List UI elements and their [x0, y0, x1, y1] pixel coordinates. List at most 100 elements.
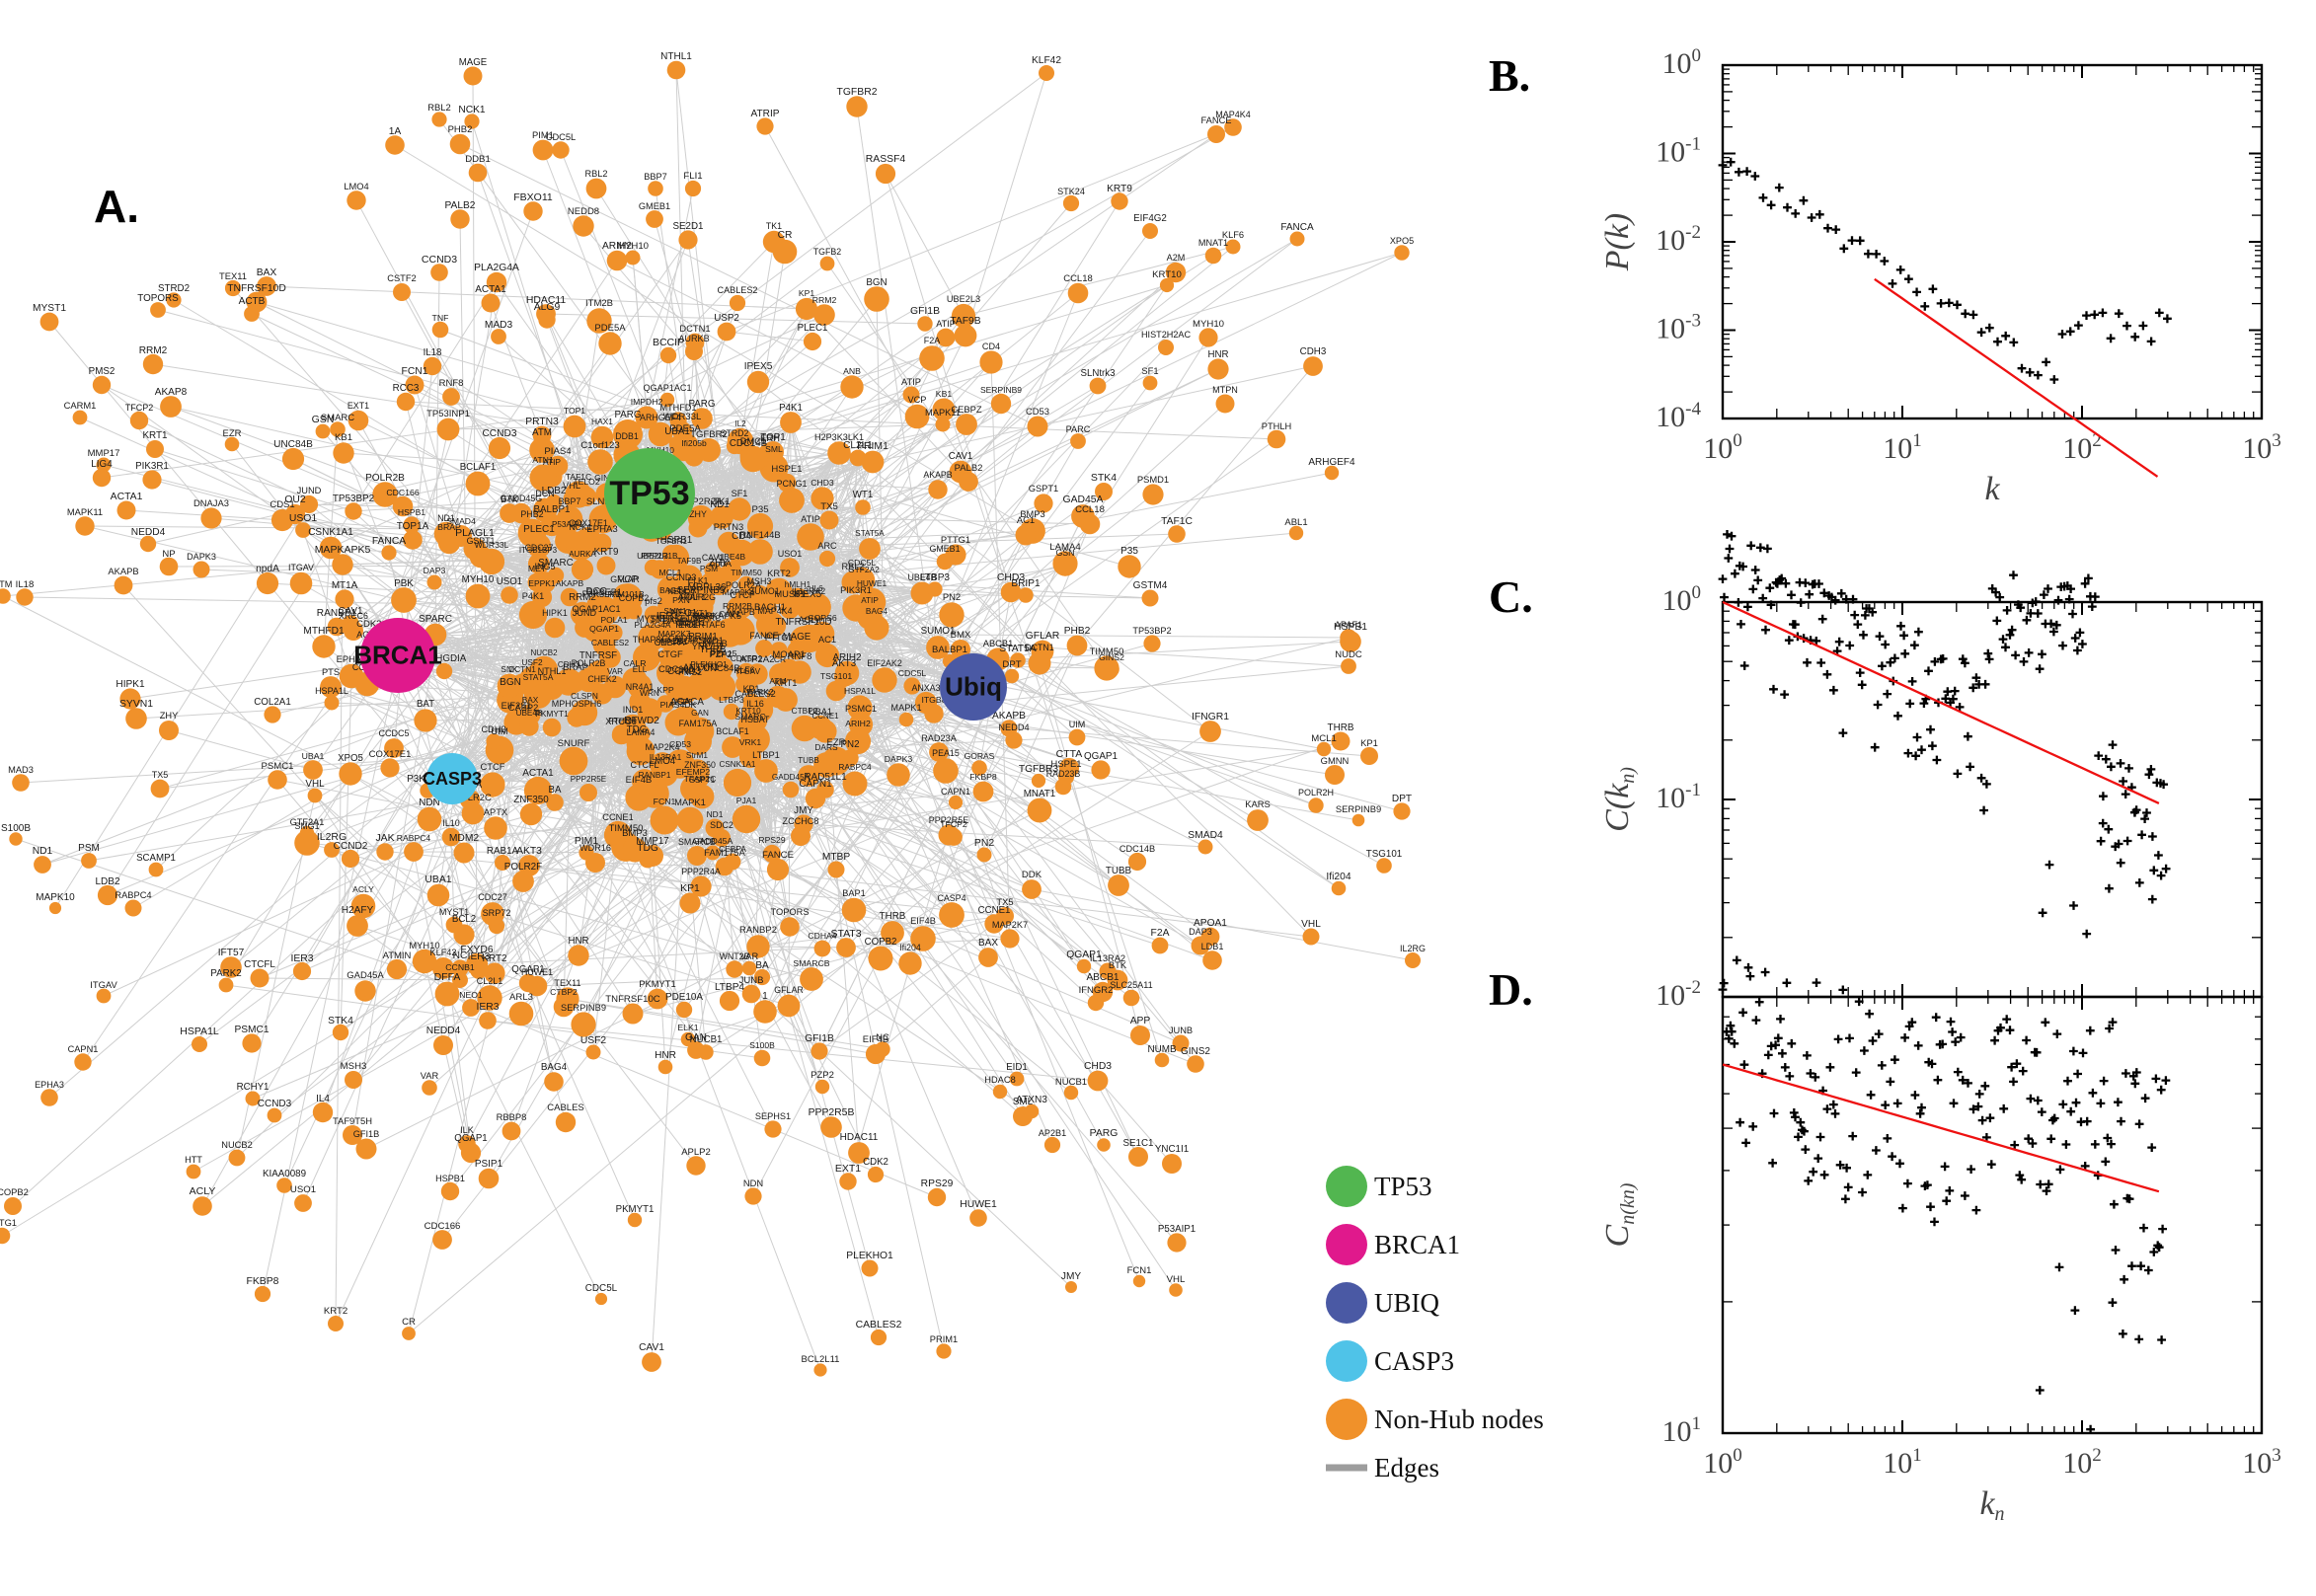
- svg-text:ARC: ARC: [817, 541, 837, 551]
- svg-text:CABLES2: CABLES2: [591, 638, 630, 647]
- svg-text:MAD3: MAD3: [8, 765, 34, 775]
- svg-text:TP53: TP53: [1374, 1172, 1432, 1201]
- svg-text:BCLAF1: BCLAF1: [460, 462, 497, 473]
- svg-text:TIMM50: TIMM50: [1090, 646, 1124, 657]
- svg-text:BAT: BAT: [417, 699, 434, 710]
- svg-text:CL2L1: CL2L1: [477, 976, 503, 986]
- svg-text:SERPINB9: SERPINB9: [561, 1003, 606, 1013]
- svg-text:BA: BA: [755, 960, 769, 971]
- svg-text:MPHOSPH6: MPHOSPH6: [552, 699, 602, 709]
- svg-text:ATIP: ATIP: [801, 514, 820, 524]
- svg-text:VCP: VCP: [908, 395, 927, 405]
- svg-text:TEX11: TEX11: [219, 270, 247, 281]
- svg-text:DDB1: DDB1: [615, 431, 639, 441]
- svg-text:SEPHS1: SEPHS1: [755, 1111, 791, 1121]
- svg-text:SYVN1: SYVN1: [119, 699, 153, 710]
- svg-text:PPP2R5E: PPP2R5E: [571, 775, 607, 784]
- svg-text:WRN: WRN: [640, 688, 659, 698]
- svg-text:USF2: USF2: [580, 1035, 607, 1046]
- svg-text:SML: SML: [1013, 1097, 1034, 1107]
- svg-text:ND1: ND1: [707, 809, 724, 819]
- svg-text:GAN: GAN: [691, 709, 709, 718]
- svg-text:NUDC: NUDC: [1335, 649, 1362, 660]
- svg-text:ANB: ANB: [843, 366, 861, 376]
- svg-text:BAP1: BAP1: [842, 888, 866, 898]
- svg-text:BRCA1: BRCA1: [1374, 1230, 1460, 1259]
- svg-text:POLR2B: POLR2B: [365, 473, 405, 484]
- svg-text:IL2: IL2: [734, 419, 746, 428]
- svg-text:C1orf123: C1orf123: [580, 440, 619, 451]
- svg-text:MYST1: MYST1: [439, 907, 469, 917]
- svg-text:GSPT1: GSPT1: [467, 536, 496, 546]
- svg-text:PN2: PN2: [974, 838, 994, 849]
- svg-text:PRIM1: PRIM1: [857, 441, 888, 452]
- svg-text:RAD23A: RAD23A: [921, 733, 958, 743]
- svg-text:UBA1: UBA1: [664, 426, 690, 437]
- svg-text:VHL: VHL: [1301, 919, 1321, 930]
- svg-text:PSMC1: PSMC1: [234, 1025, 269, 1035]
- svg-text:PKMYT1: PKMYT1: [639, 978, 676, 989]
- svg-text:PARK2: PARK2: [210, 968, 241, 979]
- svg-text:CDC14B: CDC14B: [1119, 844, 1155, 854]
- svg-text:TSG101: TSG101: [1366, 849, 1403, 860]
- svg-text:DDK: DDK: [1022, 870, 1042, 880]
- svg-text:S100B: S100B: [749, 1040, 775, 1050]
- svg-text:VAR: VAR: [740, 951, 759, 961]
- svg-text:USO1: USO1: [497, 576, 522, 587]
- svg-text:EZR: EZR: [827, 737, 846, 748]
- svg-text:DPT: DPT: [1392, 794, 1412, 804]
- svg-text:CCL18: CCL18: [1063, 273, 1093, 284]
- svg-text:GFI1B: GFI1B: [805, 1033, 834, 1044]
- svg-text:PDE5A: PDE5A: [594, 323, 626, 334]
- svg-text:TAF9T5H: TAF9T5H: [333, 1115, 372, 1126]
- svg-text:GSTM4: GSTM4: [1133, 580, 1168, 591]
- svg-text:BRIP1: BRIP1: [1011, 578, 1041, 589]
- svg-text:MT1A: MT1A: [332, 580, 358, 591]
- svg-text:F2A: F2A: [1151, 928, 1170, 939]
- svg-text:HSPB1: HSPB1: [1334, 622, 1367, 633]
- svg-text:YNC1I1: YNC1I1: [1155, 1144, 1189, 1155]
- svg-text:STK4: STK4: [1091, 472, 1117, 484]
- svg-text:OU2: OU2: [284, 494, 305, 505]
- svg-text:BAG4: BAG4: [866, 606, 888, 616]
- svg-text:PKMYT1: PKMYT1: [616, 1204, 655, 1215]
- svg-text:CDC166: CDC166: [386, 488, 419, 497]
- svg-text:UBA1: UBA1: [302, 751, 325, 761]
- svg-text:MAPK11: MAPK11: [67, 506, 103, 517]
- svg-text:NUCB1: NUCB1: [690, 1034, 723, 1045]
- svg-text:ATMIN: ATMIN: [383, 950, 412, 961]
- svg-text:CCNE1: CCNE1: [602, 812, 634, 822]
- svg-text:TUBB: TUBB: [1106, 866, 1132, 876]
- svg-text:CTTA: CTTA: [1056, 748, 1083, 760]
- svg-text:CTCFL: CTCFL: [244, 959, 275, 970]
- svg-text:PARG: PARG: [1090, 1128, 1119, 1139]
- svg-text:THRB: THRB: [880, 911, 906, 922]
- svg-text:IND1: IND1: [623, 705, 644, 715]
- svg-text:KP1: KP1: [680, 883, 700, 894]
- svg-text:PARG: PARG: [688, 399, 715, 410]
- svg-text:APP: APP: [1130, 1016, 1151, 1026]
- svg-text:RPS29: RPS29: [758, 835, 785, 845]
- svg-text:PLA2G4A: PLA2G4A: [474, 263, 519, 273]
- svg-text:TSG101: TSG101: [820, 671, 853, 681]
- svg-text:FANCE: FANCE: [749, 631, 778, 641]
- svg-text:KB1: KB1: [335, 432, 352, 443]
- svg-text:CALR: CALR: [623, 658, 646, 668]
- svg-text:PTHLH: PTHLH: [1262, 421, 1291, 431]
- svg-text:PALB2: PALB2: [445, 200, 476, 211]
- svg-text:MAP2K7: MAP2K7: [992, 920, 1028, 930]
- svg-text:IL10: IL10: [442, 818, 459, 828]
- svg-text:WDR16: WDR16: [579, 843, 611, 853]
- svg-text:BRAP: BRAP: [563, 662, 588, 673]
- svg-text:TP53BP2: TP53BP2: [333, 494, 374, 504]
- svg-text:SML: SML: [765, 444, 783, 454]
- svg-text:HDAC8: HDAC8: [984, 1075, 1016, 1085]
- svg-text:SMARC: SMARC: [321, 413, 354, 423]
- svg-text:ACLY: ACLY: [190, 1185, 216, 1197]
- svg-text:SERPINB9: SERPINB9: [980, 385, 1022, 395]
- svg-text:ATIP: ATIP: [901, 377, 921, 387]
- svg-text:USP2: USP2: [714, 313, 739, 324]
- svg-text:TOPORS: TOPORS: [137, 293, 179, 304]
- svg-text:npdA: npdA: [256, 564, 279, 574]
- svg-text:ACTB: ACTB: [239, 296, 266, 307]
